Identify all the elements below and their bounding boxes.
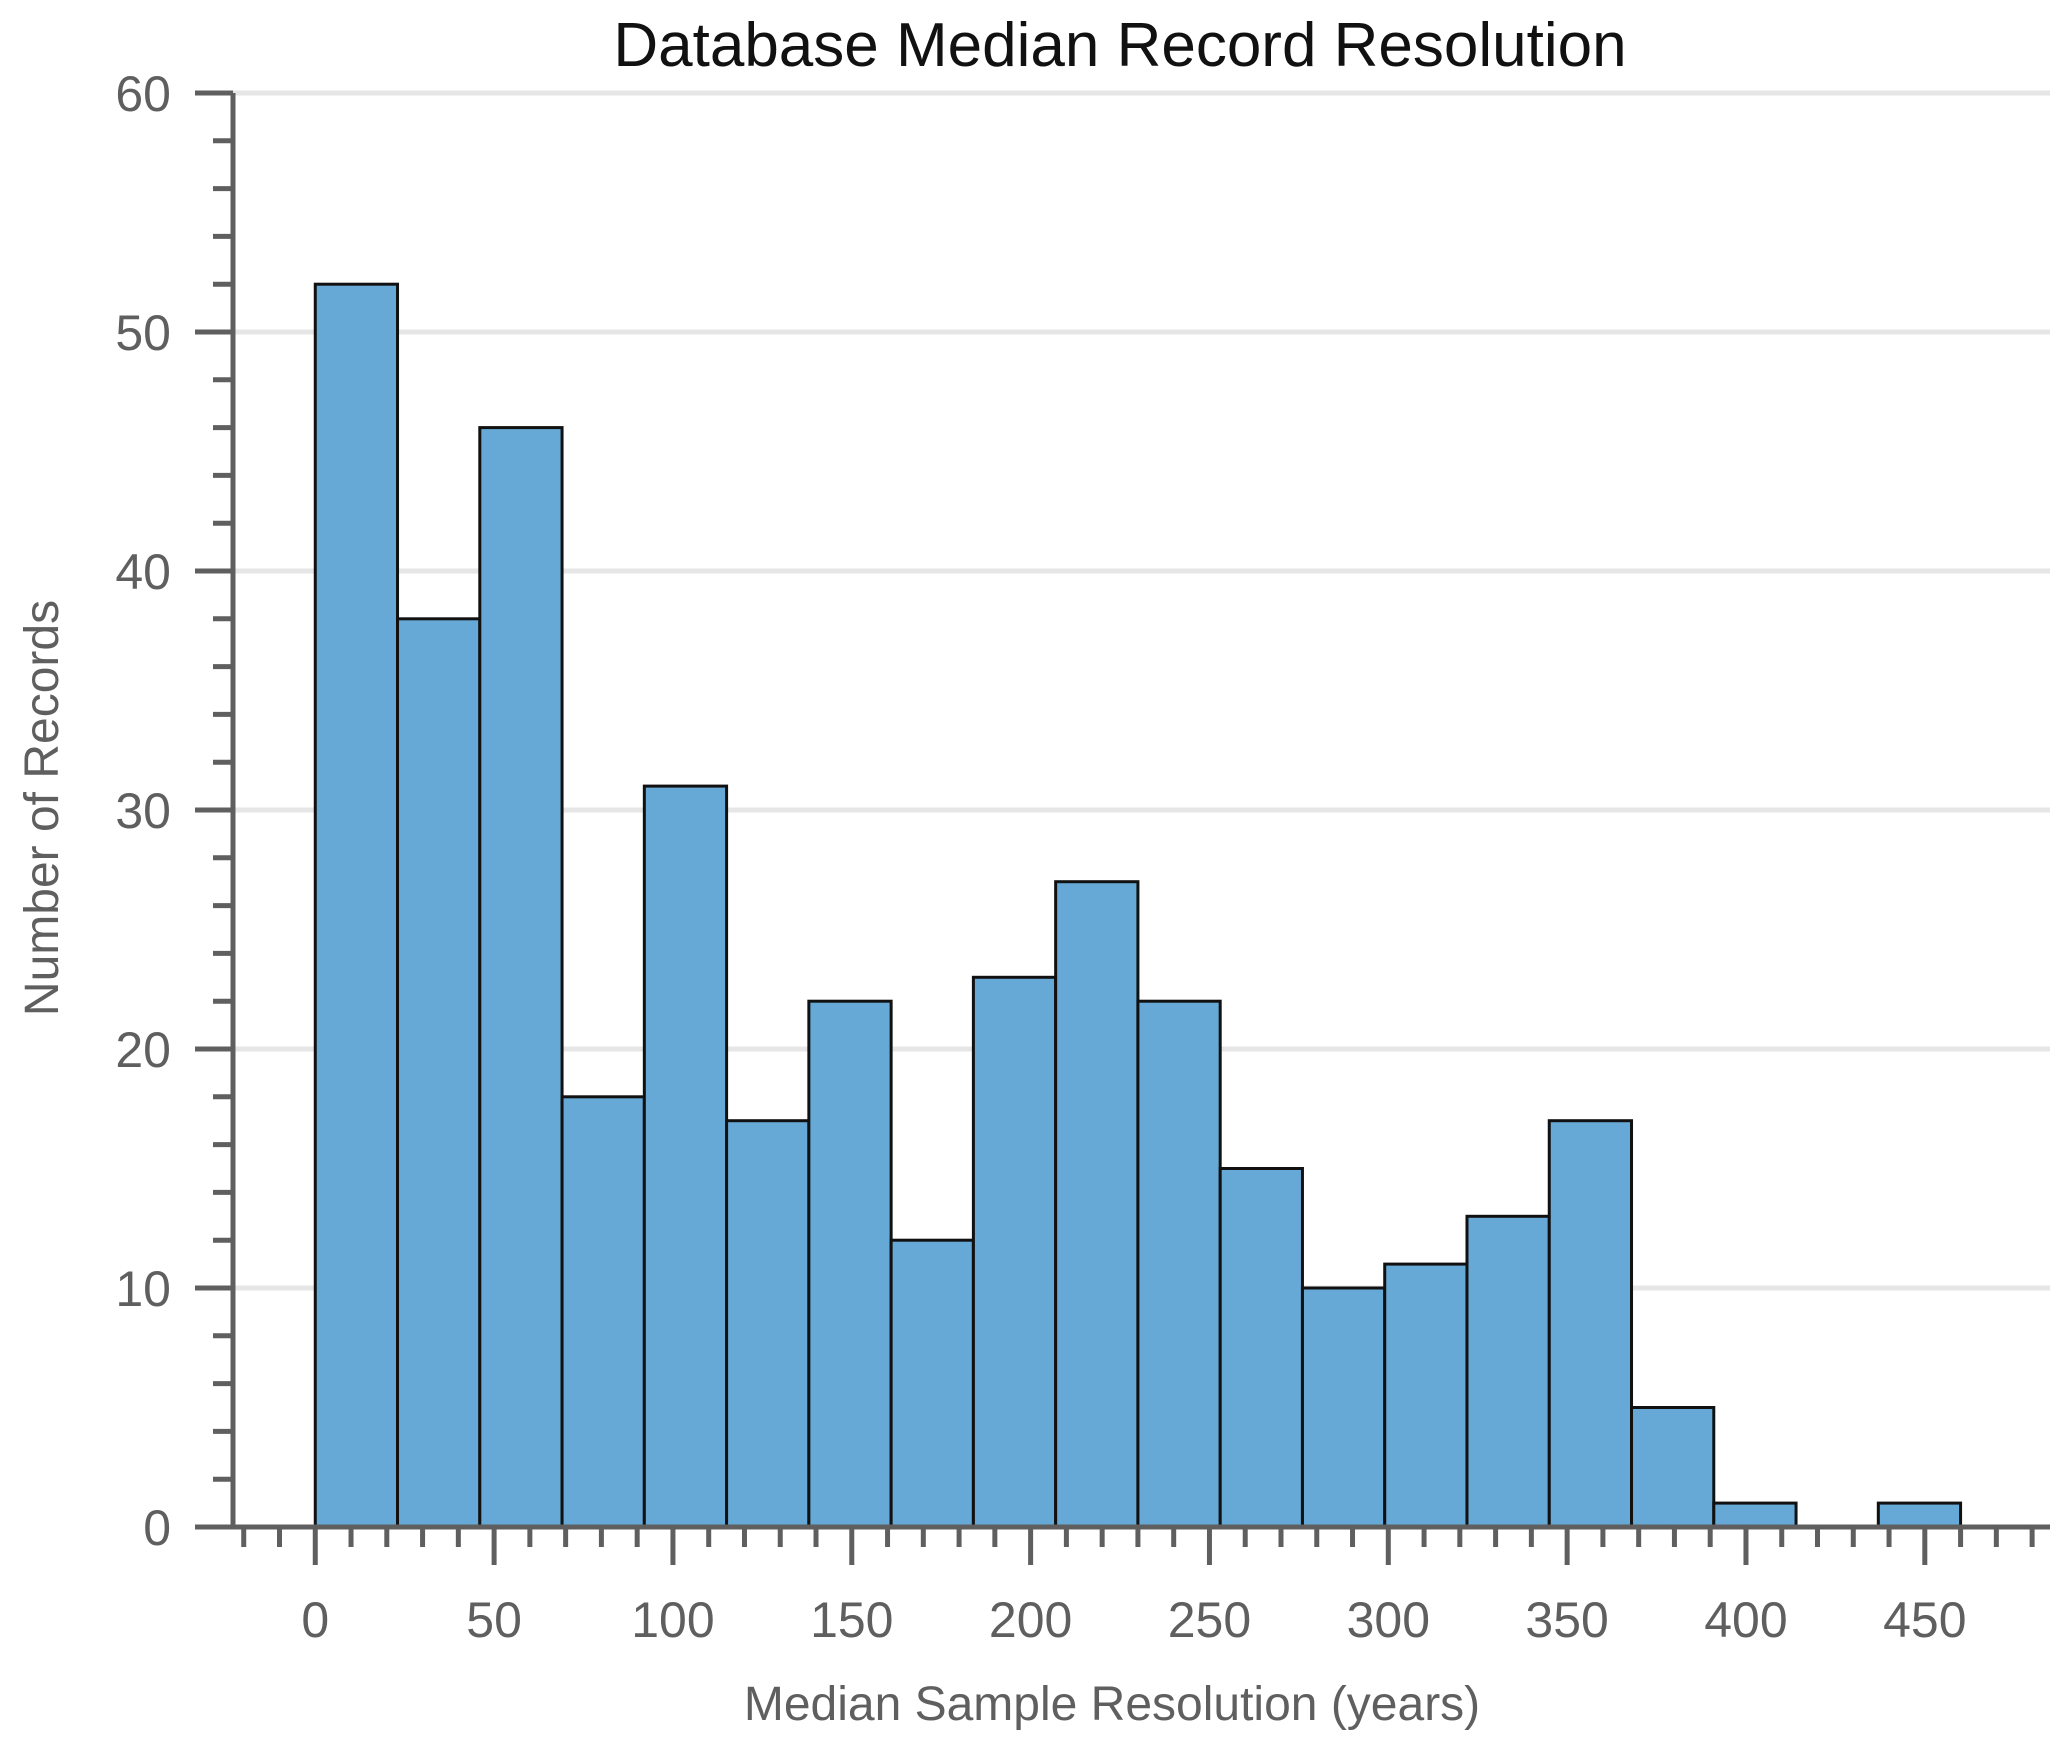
- x-tick-label-200: 200: [989, 1592, 1072, 1648]
- x-axis-label: Median Sample Resolution (years): [744, 1678, 1480, 1731]
- histogram-bars: [313, 282, 1963, 1529]
- histogram-bar-15: [1547, 1119, 1634, 1529]
- histogram-bar-0: [313, 282, 400, 1529]
- histogram-bar-1: [396, 617, 482, 1529]
- histogram-bar-14: [1465, 1214, 1551, 1529]
- histogram-bar-2: [478, 426, 564, 1529]
- histogram-bar-3: [560, 1095, 646, 1529]
- histogram-bar-16: [1630, 1406, 1716, 1529]
- histogram-bar-13: [1383, 1262, 1469, 1529]
- tick-marks: [195, 90, 2035, 1565]
- x-tick-label-400: 400: [1704, 1592, 1787, 1648]
- y-tick-label-20: 20: [115, 1022, 171, 1078]
- histogram-bar-19: [1876, 1501, 1963, 1529]
- x-tick-label-0: 0: [301, 1592, 329, 1648]
- x-tick-label-100: 100: [631, 1592, 714, 1648]
- chart-title: Database Median Record Resolution: [613, 11, 1626, 80]
- histogram-bar-4: [642, 784, 729, 1529]
- histogram-bar-11: [1218, 1167, 1304, 1529]
- y-tick-label-40: 40: [115, 544, 171, 600]
- y-tick-label-30: 30: [115, 783, 171, 839]
- x-tick-label-150: 150: [810, 1592, 893, 1648]
- histogram-bar-8: [971, 975, 1058, 1529]
- histogram-bar-12: [1300, 1286, 1387, 1529]
- x-tick-label-250: 250: [1168, 1592, 1251, 1648]
- histogram-bar-6: [807, 999, 893, 1529]
- x-tick-label-300: 300: [1347, 1592, 1430, 1648]
- histogram-bar-9: [1054, 880, 1140, 1529]
- histogram-bar-5: [725, 1119, 811, 1529]
- histogram-bar-7: [889, 1238, 975, 1529]
- tick-labels: 0 10 20 30 40 50 60 0 50 100 150 200 250 300 350 400 450: [115, 66, 1966, 1648]
- y-tick-label-60: 60: [115, 66, 171, 122]
- x-tick-label-450: 450: [1883, 1592, 1966, 1648]
- histogram-bar-10: [1136, 999, 1222, 1529]
- x-tick-label-50: 50: [466, 1592, 522, 1648]
- y-axis-label: Number of Records: [16, 600, 69, 1016]
- histogram-bar-17: [1712, 1501, 1798, 1529]
- y-tick-label-0: 0: [143, 1500, 171, 1556]
- y-tick-label-50: 50: [115, 305, 171, 361]
- x-tick-label-350: 350: [1525, 1592, 1608, 1648]
- y-tick-label-10: 10: [115, 1261, 171, 1317]
